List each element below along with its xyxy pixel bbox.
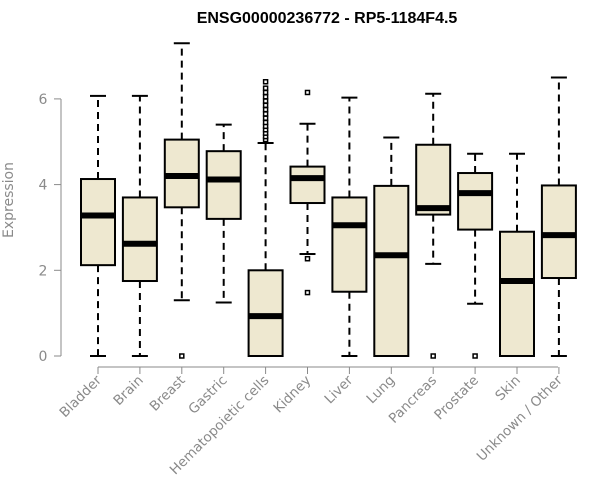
outlier-point bbox=[304, 255, 311, 262]
y-tick-label: 6 bbox=[39, 92, 48, 108]
outlier-point bbox=[472, 353, 478, 359]
x-tick-label: Kidney bbox=[270, 373, 314, 417]
outlier-point bbox=[430, 353, 436, 359]
box-group bbox=[499, 152, 535, 357]
outlier-point bbox=[262, 79, 269, 85]
x-tick-label: Lung bbox=[364, 373, 399, 408]
box-iqr bbox=[457, 172, 494, 231]
box-group bbox=[415, 92, 452, 359]
outlier-point bbox=[262, 119, 269, 126]
box-iqr bbox=[205, 150, 242, 220]
boxes-group bbox=[80, 42, 577, 359]
x-tick-label: Prostate bbox=[431, 373, 482, 424]
box-group bbox=[457, 152, 494, 359]
box-iqr bbox=[540, 184, 577, 280]
box-group bbox=[121, 94, 158, 357]
box-group bbox=[205, 123, 242, 304]
box-group bbox=[289, 89, 326, 296]
box-iqr bbox=[415, 143, 452, 216]
x-tick-label: Breast bbox=[147, 373, 189, 415]
x-tick-label: Skin bbox=[492, 373, 524, 405]
y-tick-label: 2 bbox=[39, 263, 48, 279]
outlier-point bbox=[262, 98, 269, 104]
outlier-point bbox=[262, 102, 269, 109]
y-tick-label: 4 bbox=[39, 178, 48, 194]
box-group bbox=[540, 76, 577, 357]
box-iqr bbox=[80, 178, 116, 267]
outlier-point bbox=[262, 85, 269, 91]
y-ticks: 0 2 4 6 bbox=[39, 92, 61, 365]
outlier-point bbox=[304, 89, 311, 96]
outlier-point bbox=[262, 89, 269, 96]
box-group bbox=[373, 136, 410, 357]
box-group bbox=[331, 96, 368, 357]
y-tick-label: 0 bbox=[39, 349, 48, 365]
box-iqr bbox=[289, 165, 326, 205]
box-group bbox=[163, 42, 200, 359]
box-group bbox=[247, 79, 284, 357]
outlier-point bbox=[262, 111, 269, 117]
box-iqr bbox=[499, 230, 535, 357]
chart-title: ENSG00000236772 - RP5-1184F4.5 bbox=[197, 10, 458, 27]
outlier-point bbox=[179, 353, 185, 359]
y-axis-label: Expression bbox=[1, 162, 17, 238]
box-iqr bbox=[373, 184, 410, 357]
outlier-point bbox=[262, 94, 269, 100]
box-iqr bbox=[121, 196, 158, 283]
outlier-point bbox=[304, 289, 311, 296]
box-group bbox=[80, 94, 116, 357]
outlier-point bbox=[262, 106, 269, 113]
box-iqr bbox=[331, 196, 368, 293]
x-tick-label: Brain bbox=[110, 373, 146, 409]
x-tick-label: Bladder bbox=[57, 372, 106, 421]
x-tick-label: Liver bbox=[321, 372, 356, 407]
outlier-point bbox=[262, 115, 269, 121]
